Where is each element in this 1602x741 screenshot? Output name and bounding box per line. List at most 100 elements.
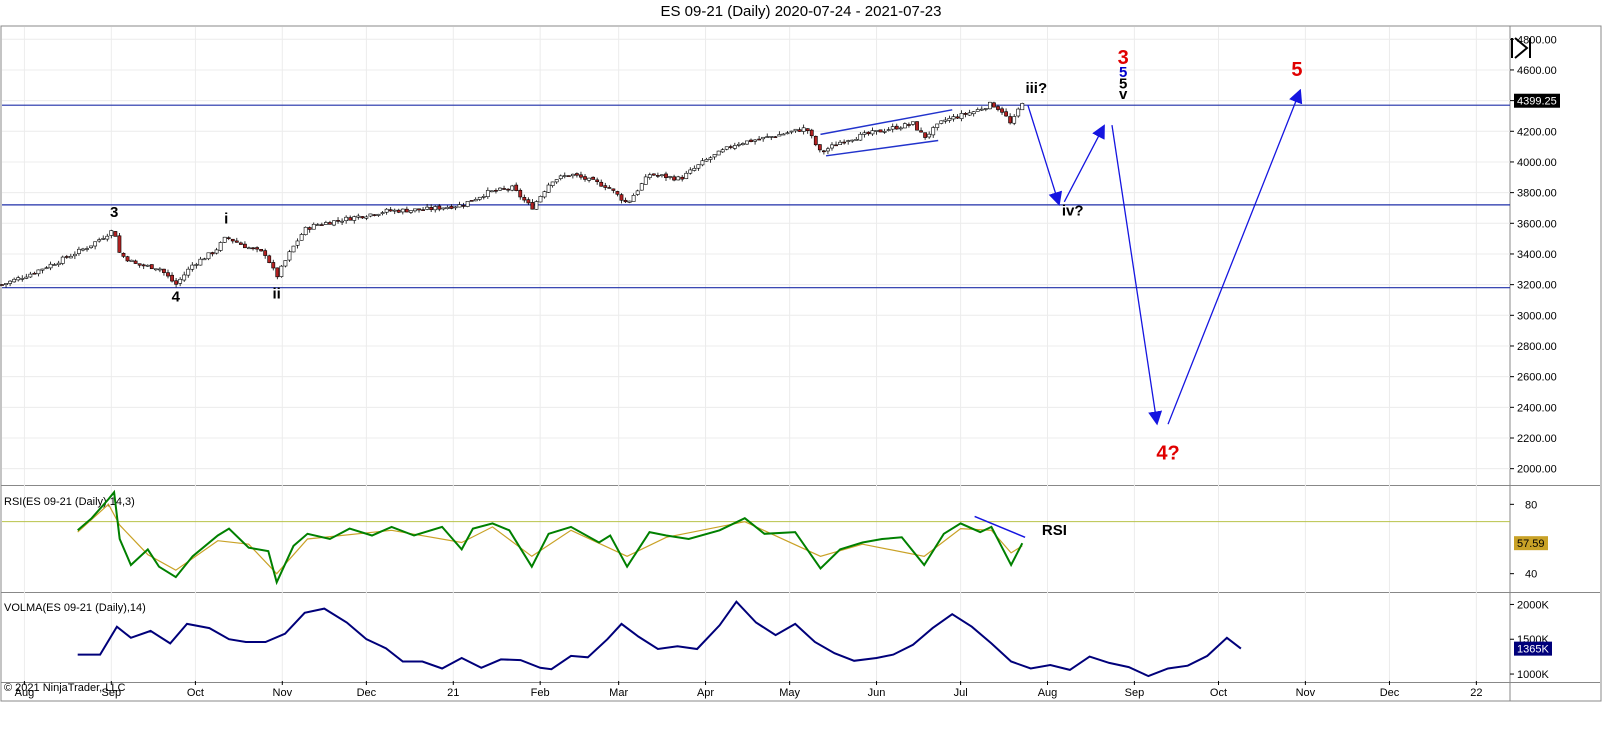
price-candle[interactable] — [911, 121, 915, 126]
price-candle[interactable] — [332, 220, 336, 227]
price-candle[interactable] — [672, 174, 676, 182]
price-candle[interactable] — [20, 275, 25, 282]
price-candle[interactable] — [736, 141, 741, 148]
projection-arrow[interactable] — [1063, 124, 1105, 203]
price-candle[interactable] — [522, 194, 527, 203]
price-candle[interactable] — [643, 174, 648, 185]
price-candle[interactable] — [785, 131, 790, 135]
price-candle[interactable] — [481, 193, 486, 200]
price-candle[interactable] — [732, 142, 737, 151]
price-candle[interactable] — [234, 237, 239, 243]
price-candle[interactable] — [453, 206, 458, 211]
price-candle[interactable] — [765, 133, 770, 139]
price-candle[interactable] — [894, 123, 899, 130]
price-candle[interactable] — [259, 248, 264, 252]
price-candle[interactable] — [769, 136, 774, 141]
price-candle[interactable] — [514, 182, 519, 192]
price-candle[interactable] — [40, 268, 45, 274]
price-candle[interactable] — [251, 247, 255, 251]
rsi-series-line[interactable] — [77, 503, 1023, 575]
price-candle[interactable] — [56, 260, 61, 267]
price-candle[interactable] — [194, 262, 199, 269]
price-candle[interactable] — [538, 195, 543, 203]
price-candle[interactable] — [449, 204, 454, 210]
price-candle[interactable] — [712, 154, 717, 160]
price-candle[interactable] — [526, 197, 531, 205]
price-candle[interactable] — [368, 213, 373, 218]
price-candle[interactable] — [886, 127, 891, 132]
price-candle[interactable] — [263, 248, 268, 259]
price-candle[interactable] — [214, 247, 219, 255]
price-candle[interactable] — [963, 112, 968, 118]
price-candle[interactable] — [834, 141, 838, 147]
price-candle[interactable] — [457, 201, 462, 208]
price-candle[interactable] — [664, 171, 668, 181]
price-candle[interactable] — [971, 111, 976, 117]
price-candle[interactable] — [323, 220, 328, 225]
price-candle[interactable] — [996, 104, 1000, 112]
price-candle[interactable] — [429, 204, 434, 212]
price-candle[interactable] — [716, 150, 721, 156]
price-candle[interactable] — [222, 236, 227, 243]
price-candle[interactable] — [728, 144, 733, 150]
price-candle[interactable] — [830, 142, 834, 151]
price-candle[interactable] — [510, 184, 515, 192]
price-candle[interactable] — [93, 241, 98, 250]
projection-arrow[interactable] — [1167, 88, 1303, 425]
price-candle[interactable] — [919, 127, 923, 133]
price-candle[interactable] — [931, 125, 936, 138]
price-candle[interactable] — [133, 259, 138, 264]
price-candle[interactable] — [923, 132, 928, 140]
price-candle[interactable] — [287, 249, 292, 262]
price-candle[interactable] — [299, 232, 304, 241]
price-candle[interactable] — [291, 245, 296, 253]
price-candle[interactable] — [720, 148, 725, 153]
price-candle[interactable] — [882, 128, 887, 134]
price-candle[interactable] — [437, 204, 442, 212]
price-candle[interactable] — [773, 135, 778, 138]
price-candle[interactable] — [182, 271, 187, 282]
price-candle[interactable] — [631, 193, 636, 202]
price-candle[interactable] — [660, 174, 664, 178]
price-panel[interactable] — [0, 88, 1510, 426]
price-candle[interactable] — [85, 246, 89, 252]
price-candle[interactable] — [202, 257, 207, 261]
price-candle[interactable] — [0, 284, 4, 286]
price-candle[interactable] — [850, 139, 855, 143]
price-candle[interactable] — [700, 157, 705, 167]
price-candle[interactable] — [898, 126, 903, 131]
price-candle[interactable] — [651, 173, 656, 176]
price-candle[interactable] — [781, 133, 786, 136]
price-candle[interactable] — [230, 238, 235, 244]
price-candle[interactable] — [348, 215, 353, 221]
price-candle[interactable] — [441, 207, 446, 211]
price-candle[interactable] — [506, 188, 510, 193]
price-candle[interactable] — [328, 220, 332, 225]
price-candle[interactable] — [145, 264, 150, 267]
price-candle[interactable] — [16, 275, 21, 282]
price-candle[interactable] — [226, 236, 231, 241]
price-candle[interactable] — [684, 170, 689, 180]
price-candle[interactable] — [113, 231, 118, 237]
price-candle[interactable] — [121, 252, 126, 259]
price-candle[interactable] — [1016, 107, 1021, 118]
price-candle[interactable] — [805, 128, 810, 134]
price-candle[interactable] — [24, 273, 29, 280]
price-candle[interactable] — [518, 188, 523, 200]
price-candle[interactable] — [842, 139, 847, 145]
price-candle[interactable] — [753, 139, 757, 145]
price-candle[interactable] — [117, 232, 122, 253]
price-candle[interactable] — [210, 251, 215, 257]
price-candle[interactable] — [125, 255, 130, 262]
price-candle[interactable] — [502, 185, 506, 190]
price-candle[interactable] — [498, 187, 502, 191]
price-candle[interactable] — [158, 267, 162, 273]
price-candle[interactable] — [983, 107, 988, 112]
price-candle[interactable] — [404, 206, 409, 213]
price-candle[interactable] — [870, 127, 875, 136]
price-candle[interactable] — [575, 172, 579, 178]
price-candle[interactable] — [44, 266, 49, 270]
price-candle[interactable] — [198, 256, 203, 266]
price-candle[interactable] — [352, 215, 357, 224]
price-candle[interactable] — [303, 226, 308, 236]
